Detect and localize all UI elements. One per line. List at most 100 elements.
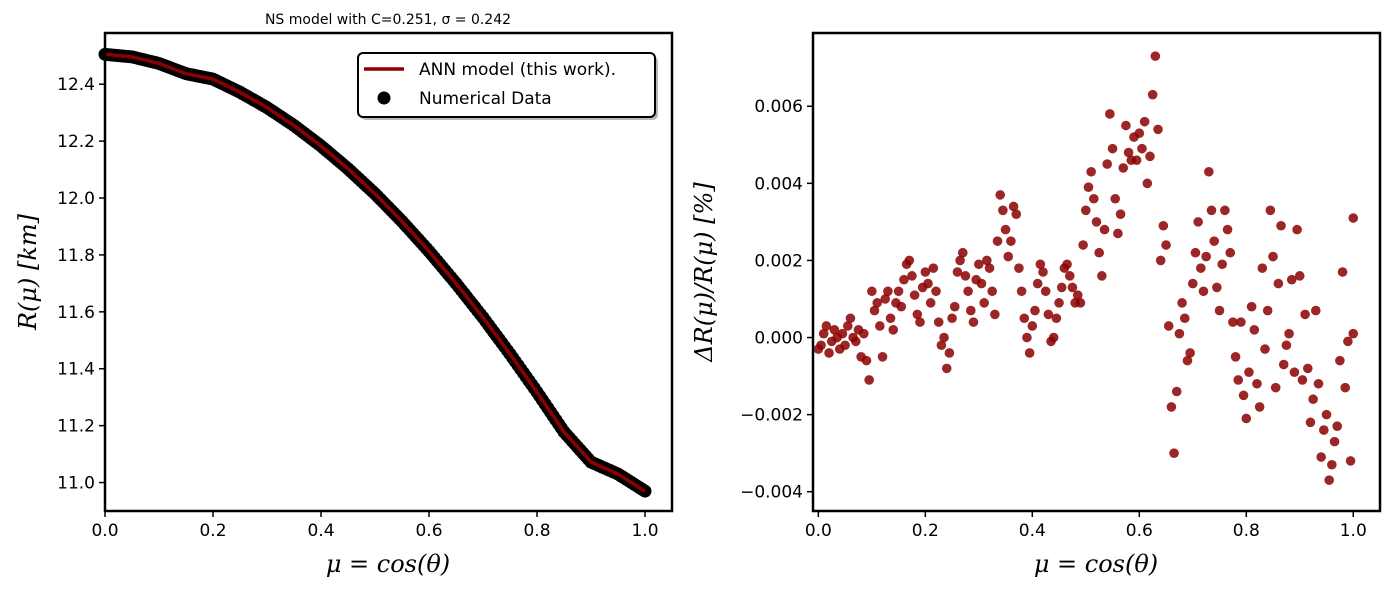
residual-point xyxy=(1142,178,1153,189)
right-panel: 0.0 0.2 0.4 0.6 0.8 1.0 −0.004 −0.002 0.000 0.00… xyxy=(690,31,1382,578)
y-tick-label: −0.002 xyxy=(740,406,803,426)
residual-point xyxy=(1083,182,1094,192)
left-y-ticks: 11.0 11.2 11.4 11.6 11.8 12.0 12.2 12.4 xyxy=(57,75,105,494)
residual-point xyxy=(1107,143,1118,154)
legend-box xyxy=(357,52,656,118)
residual-point xyxy=(816,340,826,351)
residual-point xyxy=(957,247,968,258)
residual-point xyxy=(837,328,848,339)
residual-point xyxy=(1316,452,1326,462)
residual-point xyxy=(1056,282,1067,293)
residual-point xyxy=(1054,298,1064,308)
residual-point xyxy=(1305,417,1316,428)
residual-point xyxy=(1204,166,1214,177)
residual-point xyxy=(1300,309,1310,320)
residual-point xyxy=(829,325,840,335)
residual-point xyxy=(928,263,939,273)
residual-point xyxy=(1281,340,1292,351)
residual-point xyxy=(1161,240,1171,250)
x-tick-label: 0.4 xyxy=(307,521,334,541)
residual-point xyxy=(877,352,888,362)
residual-point xyxy=(861,355,872,366)
residual-point xyxy=(1137,143,1147,154)
residual-point xyxy=(1099,224,1110,235)
residual-point xyxy=(1118,163,1129,173)
residual-point xyxy=(1198,286,1209,297)
residual-point xyxy=(925,298,936,308)
residual-point xyxy=(1228,317,1238,327)
residual-point xyxy=(850,336,861,347)
residual-point xyxy=(952,267,963,277)
y-tick-label: 11.4 xyxy=(57,360,95,380)
residual-point xyxy=(1257,263,1268,273)
residual-point xyxy=(936,340,947,351)
residual-point xyxy=(1270,382,1281,393)
residual-point xyxy=(1163,321,1174,331)
y-tick-label: 0.002 xyxy=(754,251,803,271)
residual-point xyxy=(840,340,850,351)
right-plot-area xyxy=(813,51,1359,485)
residual-point xyxy=(1035,259,1046,270)
residual-point xyxy=(1335,355,1345,366)
residual-point xyxy=(995,190,1006,200)
residual-point xyxy=(1072,290,1083,300)
residual-point xyxy=(1006,236,1016,246)
residual-point xyxy=(1233,375,1244,385)
residual-point xyxy=(1032,278,1043,289)
residual-point xyxy=(982,255,992,266)
residual-point xyxy=(1123,147,1134,158)
residual-point xyxy=(1220,205,1230,216)
residual-point xyxy=(1166,402,1177,412)
residual-point xyxy=(1153,124,1163,135)
left-panel: NS model with C=0.251, σ = 0.242 0.0 0.2 0… xyxy=(14,12,674,578)
residual-point xyxy=(1094,247,1104,258)
residual-point xyxy=(1075,298,1086,308)
residual-point xyxy=(1182,355,1193,366)
residual-point xyxy=(1286,274,1297,285)
y-tick-label: 12.0 xyxy=(57,189,95,209)
residual-point xyxy=(1139,116,1150,127)
left-y-axis-label: R(μ) [km] xyxy=(14,213,42,331)
residual-point xyxy=(1246,301,1257,312)
residual-point xyxy=(872,298,882,308)
residual-point xyxy=(1273,278,1284,289)
right-x-ticks: 0.0 0.2 0.4 0.6 0.8 1.0 xyxy=(805,511,1367,541)
residual-point xyxy=(1062,259,1072,270)
residual-point xyxy=(1051,313,1062,324)
residual-point xyxy=(893,286,904,297)
residual-point xyxy=(888,325,899,335)
y-tick-label: 11.2 xyxy=(57,417,95,437)
residual-point xyxy=(1008,201,1019,212)
x-tick-label: 0.4 xyxy=(1019,521,1046,541)
residual-point xyxy=(1086,166,1096,177)
residual-point xyxy=(1327,459,1337,470)
residual-point xyxy=(963,286,973,297)
residual-point xyxy=(1000,224,1011,235)
residual-point xyxy=(875,321,885,331)
residual-point xyxy=(979,298,989,308)
residual-point xyxy=(965,305,976,316)
residual-point xyxy=(1348,213,1359,223)
residual-point xyxy=(1102,159,1112,169)
residual-point xyxy=(955,255,965,266)
x-tick-label: 0.2 xyxy=(912,521,939,541)
residual-point xyxy=(818,328,829,339)
residual-point xyxy=(1268,251,1278,262)
residual-point xyxy=(1105,109,1115,119)
residual-point xyxy=(944,348,955,358)
residual-point xyxy=(960,271,971,281)
residual-point xyxy=(1145,151,1155,162)
residual-point xyxy=(1217,259,1228,270)
left-x-ticks: 0.0 0.2 0.4 0.6 0.8 1.0 xyxy=(91,511,659,541)
y-tick-label: 0.006 xyxy=(754,97,803,117)
residual-point xyxy=(1214,305,1225,316)
x-tick-label: 1.0 xyxy=(631,521,658,541)
residual-point xyxy=(912,309,923,320)
x-tick-label: 0.0 xyxy=(805,521,832,541)
residual-point xyxy=(1081,205,1091,216)
residual-point xyxy=(1089,193,1099,204)
residual-point xyxy=(1345,456,1356,466)
residual-point xyxy=(939,332,949,343)
residual-point xyxy=(920,267,931,277)
